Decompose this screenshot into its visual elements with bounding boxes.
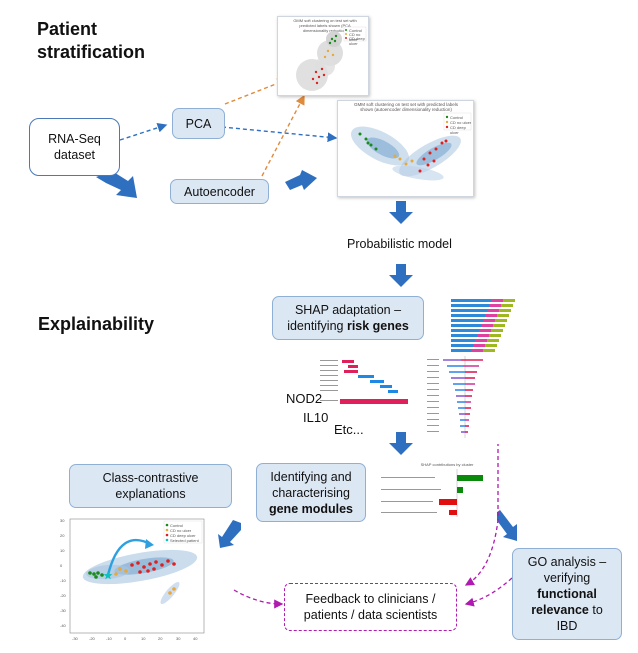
shap-label-prefix: identifying	[287, 319, 347, 333]
ae-gmm-plot-canvas	[350, 112, 472, 181]
x-tick: 0	[124, 636, 127, 641]
y-tick: -20	[60, 593, 66, 598]
contrastive-legend-control: Control	[170, 523, 183, 528]
y-tick: 20	[60, 533, 65, 538]
contrastive-to-feedback-arrow	[233, 589, 284, 609]
pca-to-pca-plot-arrow	[224, 78, 288, 105]
rnaseq-dataset-node: RNA-Seq dataset	[29, 118, 120, 176]
gene-label-il10: IL10	[303, 410, 329, 425]
autoencoder-node: Autoencoder	[170, 179, 269, 204]
rnaseq-label: dataset	[53, 148, 95, 162]
contrastive-legend-cd-deep-ulcer: CD deep ulcer	[170, 533, 196, 538]
feedback-node: Feedback to clinicians / patients / data…	[284, 583, 457, 631]
pca-legend-cd-deep-ulcer: CD deep ulcer	[349, 36, 365, 46]
x-tick: -30	[72, 636, 78, 641]
shap-cluster-title: SHAP contributions by cluster	[420, 462, 474, 467]
gene-label-etc: Etc...	[334, 422, 364, 437]
shap-beeswarm-thumbnail	[425, 352, 505, 444]
plot-to-model-block-arrow	[389, 201, 413, 224]
pca-gmm-plot-canvas	[296, 26, 367, 91]
y-tick: -30	[60, 608, 66, 613]
x-tick: 40	[193, 636, 198, 641]
modules-label: Identifying and	[270, 469, 352, 484]
shap-label-line1: SHAP adaptation –	[294, 303, 402, 317]
gene-modules-node: Identifying and characterising gene modu…	[256, 463, 366, 522]
ae-legend-control: Control	[450, 115, 463, 120]
go-to-feedback-arrow	[464, 577, 513, 607]
pca-node: PCA	[172, 108, 225, 139]
autoencoder-to-plot-block-arrow	[285, 170, 317, 190]
x-tick: -10	[106, 636, 112, 641]
modules-label-bold: gene modules	[268, 501, 354, 516]
rnaseq-label: RNA-Seq	[48, 132, 101, 146]
pca-gmm-plot-thumbnail: GMM soft clustering on test set with pre…	[277, 16, 369, 96]
feedback-label: patients / data scientists	[303, 608, 438, 622]
modules-to-go-block-arrow	[493, 510, 517, 541]
ae-legend-cd-no-ulcer: CD no ulcer	[450, 120, 472, 125]
go-label: GO analysis –	[527, 555, 607, 569]
y-tick: 0	[60, 563, 63, 568]
contrastive-legend-cd-no-ulcer: CD no ulcer	[170, 528, 192, 533]
ae-legend-cd-deep-ulcer: CD deep ulcer	[450, 125, 466, 135]
shap-cluster-bar-thumbnail: SHAP contributions by cluster	[377, 461, 497, 521]
x-tick: 20	[158, 636, 163, 641]
contrastive-scatter-canvas	[69, 518, 205, 634]
shap-adaptation-node: SHAP adaptation – identifying risk genes	[272, 296, 424, 340]
y-tick: -10	[60, 578, 66, 583]
modules-to-contrastive-block-arrow	[218, 520, 241, 548]
autoencoder-to-pca-plot-arrow	[261, 94, 305, 177]
explainability-heading: Explainability	[38, 314, 155, 334]
class-contrastive-label: Class-contrastive	[102, 471, 199, 485]
shap-to-feedback-arrow	[464, 400, 499, 586]
go-label: to	[588, 603, 603, 617]
shap-label-bold: risk genes	[346, 319, 409, 333]
class-contrastive-node: Class-contrastive explanations	[69, 464, 232, 508]
shap-cluster-canvas	[381, 469, 483, 517]
block-arrows	[96, 170, 517, 548]
shap-to-modules-block-arrow	[389, 432, 413, 455]
class-contrastive-label: explanations	[115, 487, 186, 501]
shap-waterfall-thumbnail	[318, 356, 423, 413]
probabilistic-model-label: Probabilistic model	[347, 237, 452, 251]
y-tick: 10	[60, 548, 65, 553]
pca-gmm-plot-title: GMM soft clustering on test set with pre…	[293, 18, 357, 33]
patient-stratification-heading: Patient stratification	[37, 18, 145, 64]
x-tick: -20	[89, 636, 95, 641]
rnaseq-to-pca-arrow	[119, 122, 168, 141]
go-label: IBD	[556, 619, 578, 633]
class-contrastive-scatter-thumbnail: Control CD no ulcer CD deep ulcer Select…	[60, 517, 208, 645]
go-label: verifying	[543, 571, 591, 585]
shap-waterfall-canvas	[320, 360, 408, 404]
rnaseq-to-autoencoder-block-arrow	[96, 171, 137, 198]
heading-line: stratification	[37, 42, 146, 62]
y-tick: 30	[60, 518, 65, 523]
go-analysis-node: GO analysis – verifying functional relev…	[512, 548, 622, 640]
model-to-shap-block-arrow	[389, 264, 413, 287]
pca-to-plot-arrow	[221, 126, 338, 143]
contrastive-legend-selected: Selected patient	[170, 538, 199, 543]
pca-legend-control: Control	[349, 28, 362, 33]
ae-gmm-plot-title: GMM soft clustering on test set with pre…	[353, 102, 459, 112]
gene-label-nod2: NOD2	[286, 391, 323, 406]
feedback-label: Feedback to clinicians /	[305, 592, 436, 606]
heading-line: Patient	[37, 19, 98, 39]
x-tick: 10	[141, 636, 146, 641]
modules-label: characterising	[272, 485, 350, 500]
y-tick: -40	[60, 623, 66, 628]
shap-beeswarm-canvas	[427, 356, 483, 438]
go-label-bold: relevance	[531, 603, 589, 617]
go-label-bold: functional	[537, 587, 597, 601]
autoencoder-gmm-plot-thumbnail: GMM soft clustering on test set with pre…	[337, 100, 474, 197]
x-tick: 30	[176, 636, 181, 641]
pca-legend-cd-no-ulcer: CD no ulcer	[349, 32, 361, 42]
